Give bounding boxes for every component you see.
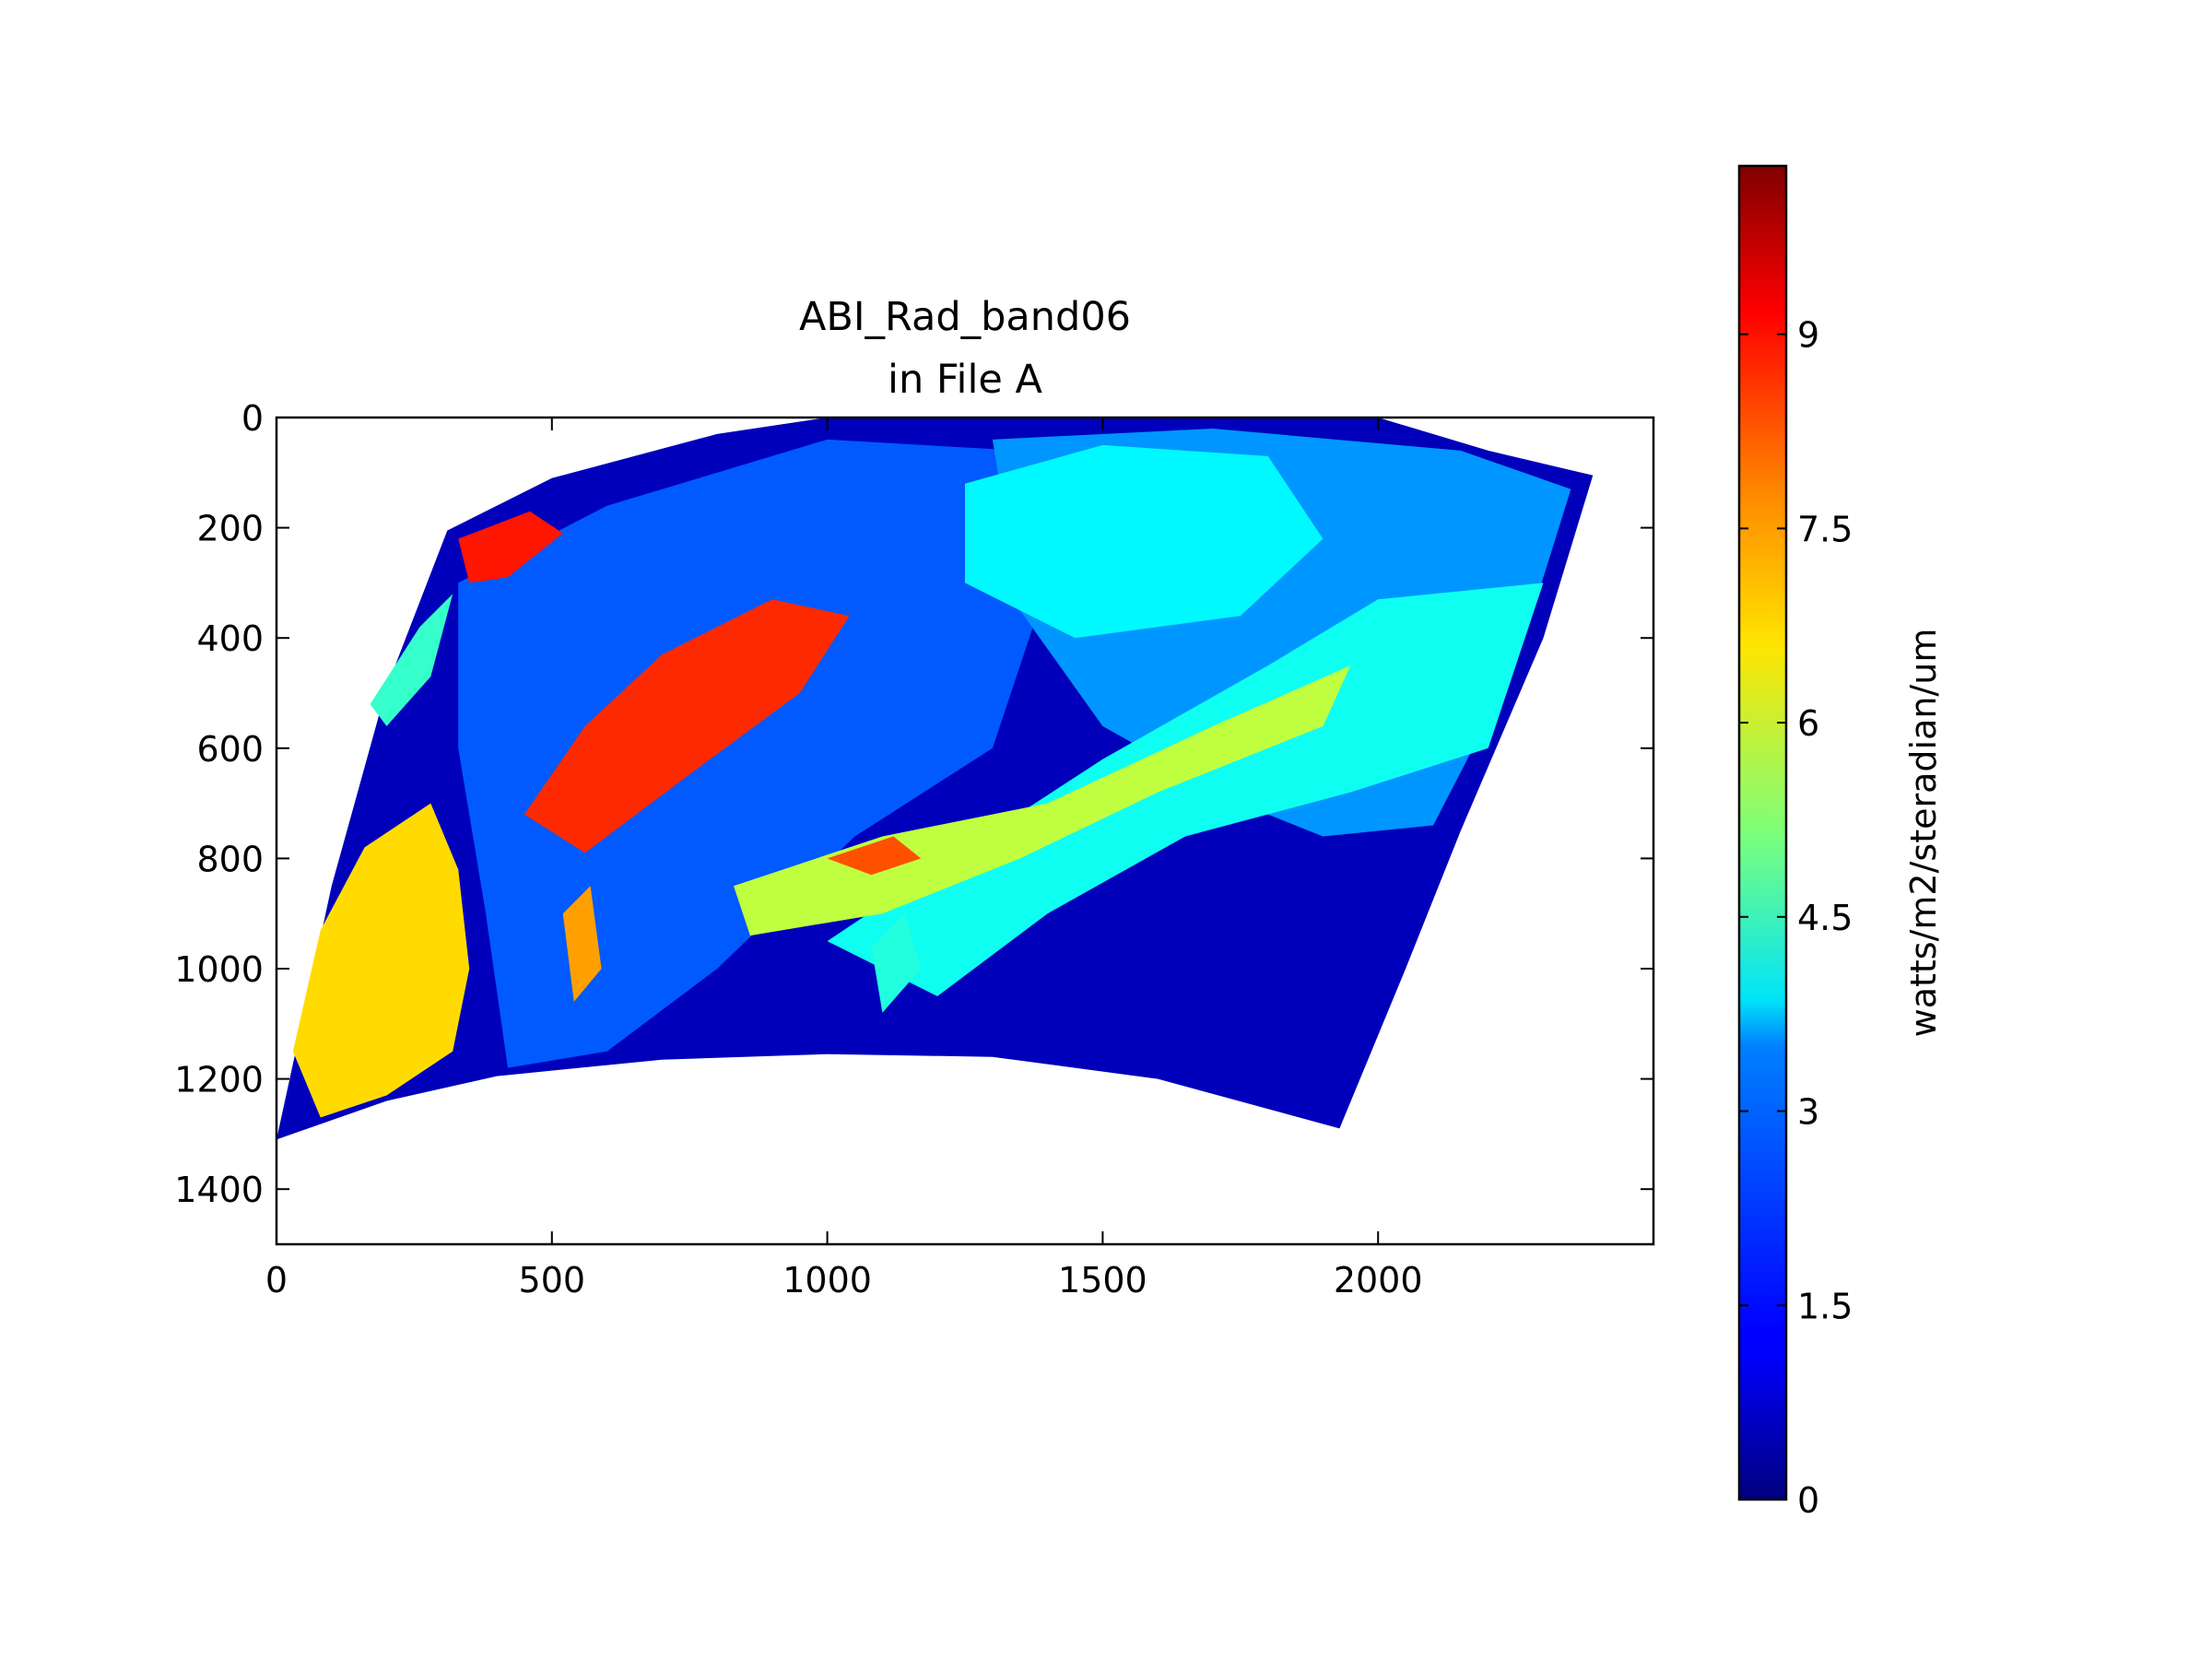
y-tick-label: 0 — [241, 398, 264, 439]
y-tick-label: 800 — [196, 839, 264, 879]
colorbar-tick-label: 7.5 — [1797, 509, 1853, 549]
heatmap-region — [827, 836, 922, 876]
colorbar-tick-label: 0 — [1797, 1480, 1819, 1521]
colorbar-tick-label: 4.5 — [1797, 898, 1853, 938]
heatmap-region — [370, 594, 453, 726]
y-tick-label: 1400 — [174, 1170, 264, 1210]
heatmap-region — [562, 886, 602, 1002]
y-tick-label: 200 — [196, 509, 264, 549]
heatmap-region — [292, 803, 470, 1118]
x-tick-label: 0 — [265, 1260, 288, 1300]
x-tick-label: 2000 — [1334, 1260, 1423, 1300]
y-tick-label: 400 — [196, 618, 264, 659]
heatmap-region — [458, 511, 563, 583]
heatmap-region — [871, 913, 922, 1013]
heatmap-region — [965, 444, 1324, 639]
x-tick-label: 1500 — [1058, 1260, 1147, 1300]
heatmap-image — [276, 418, 1594, 1140]
colorbar-label: watts/m2/steradian/um — [1903, 629, 1944, 1038]
colorbar-tick-label: 1.5 — [1797, 1286, 1853, 1326]
colorbar-gradient — [1737, 164, 1788, 1501]
x-tick-label: 500 — [519, 1260, 586, 1300]
chart-title-line-1: ABI_Rad_band06 — [799, 294, 1131, 340]
colorbar: 0 1.5 3 4.5 6 7.5 9 watts/m2/steradian/um — [1737, 164, 1944, 1521]
chart-title-line-2: in File A — [888, 357, 1042, 403]
y-tick-label: 1000 — [174, 949, 264, 990]
colorbar-ticks: 0 1.5 3 4.5 6 7.5 9 — [1739, 315, 1853, 1521]
colorbar-tick-label: 3 — [1797, 1092, 1819, 1133]
heatmap-region — [524, 599, 850, 853]
heatmap-region — [458, 439, 1048, 1068]
x-axis: 0 500 1000 1500 2000 — [265, 418, 1423, 1300]
y-tick-label: 1200 — [174, 1060, 264, 1100]
colorbar-tick-label: 9 — [1797, 315, 1819, 356]
heatmap-region — [827, 582, 1544, 996]
chart-title: ABI_Rad_band06 in File A — [799, 294, 1131, 403]
plot-frame — [275, 416, 1655, 1246]
colorbar-tick-label: 6 — [1797, 703, 1819, 744]
x-tick-label: 1000 — [782, 1260, 872, 1300]
y-tick-label: 600 — [196, 729, 264, 770]
y-axis: 0 200 400 600 800 1000 1200 1400 — [174, 398, 1653, 1210]
